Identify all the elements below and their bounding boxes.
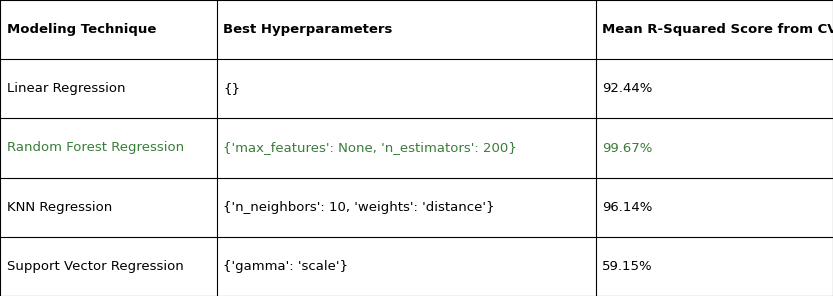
Text: Modeling Technique: Modeling Technique	[7, 23, 156, 36]
Text: 99.67%: 99.67%	[602, 141, 652, 155]
Text: 96.14%: 96.14%	[602, 201, 652, 214]
Text: 92.44%: 92.44%	[602, 82, 652, 95]
Text: {'gamma': 'scale'}: {'gamma': 'scale'}	[223, 260, 348, 273]
Text: Linear Regression: Linear Regression	[7, 82, 125, 95]
Text: {'max_features': None, 'n_estimators': 200}: {'max_features': None, 'n_estimators': 2…	[223, 141, 517, 155]
Text: KNN Regression: KNN Regression	[7, 201, 112, 214]
Text: Mean R-Squared Score from CV: Mean R-Squared Score from CV	[602, 23, 833, 36]
Text: {'n_neighbors': 10, 'weights': 'distance'}: {'n_neighbors': 10, 'weights': 'distance…	[223, 201, 495, 214]
Text: 59.15%: 59.15%	[602, 260, 653, 273]
Text: Support Vector Regression: Support Vector Regression	[7, 260, 183, 273]
Text: Best Hyperparameters: Best Hyperparameters	[223, 23, 392, 36]
Text: {}: {}	[223, 82, 240, 95]
Text: Random Forest Regression: Random Forest Regression	[7, 141, 184, 155]
